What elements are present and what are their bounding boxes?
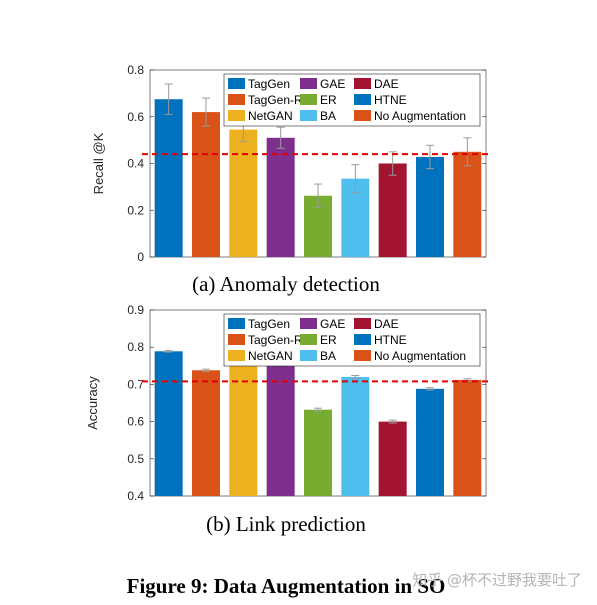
legend-swatch-taggen-r (228, 334, 245, 345)
bar-htne (416, 156, 444, 257)
legend-swatch-dae (354, 318, 371, 329)
legend-swatch-taggen (228, 318, 245, 329)
legend-label-htne: HTNE (374, 93, 407, 107)
legend-swatch-ba (300, 350, 317, 361)
legend-swatch-gae (300, 318, 317, 329)
bar-no-augmentation (453, 379, 482, 496)
bar-gae (266, 362, 295, 496)
y-tick-label: 0.9 (127, 303, 144, 317)
legend-label-gae: GAE (320, 317, 345, 331)
bar-er (304, 409, 332, 496)
legend-label-ba: BA (320, 349, 336, 363)
y-tick-label: 0.8 (127, 340, 144, 354)
bar-dae (378, 163, 407, 257)
y-tick-label: 0.2 (127, 203, 144, 217)
legend-label-gae: GAE (320, 77, 345, 91)
legend-swatch-dae (354, 78, 371, 89)
bar-netgan (229, 129, 258, 257)
legend-swatch-taggen-r (228, 94, 245, 105)
bar-netgan (229, 361, 258, 496)
legend-label-ba: BA (320, 109, 336, 123)
watermark: 知乎 @杯不过野我要吐了 (412, 571, 582, 589)
bar-taggen (154, 351, 183, 496)
bar-htne (416, 388, 444, 496)
legend-swatch-netgan (228, 350, 245, 361)
bar-taggen (154, 99, 183, 257)
bar-ba (341, 376, 370, 496)
legend-label-no-augmentation: No Augmentation (374, 109, 466, 123)
y-tick-label: 0.7 (127, 377, 144, 391)
legend-label-netgan: NetGAN (248, 109, 293, 123)
legend-label-taggen-r: TagGen-R (248, 93, 303, 107)
bar-no-augmentation (453, 151, 482, 257)
y-tick-label: 0.8 (127, 63, 144, 77)
legend-box (223, 313, 481, 367)
bar-dae (378, 421, 407, 496)
subcaption-b: (b) Link prediction (206, 512, 366, 536)
legend-swatch-netgan (228, 110, 245, 121)
bar-taggen-r (192, 370, 220, 496)
legend: TagGen GAE DAE TagGen-R ER HTNE NetGAN BA No Aug… (223, 73, 481, 127)
legend-swatch-no-augmentation (354, 350, 371, 361)
legend: TagGen GAE DAE TagGen-R ER HTNE NetGAN BA No Aug… (223, 313, 481, 367)
legend-label-er: ER (320, 93, 337, 107)
legend-swatch-er (300, 334, 317, 345)
legend-label-htne: HTNE (374, 333, 407, 347)
subcaption-a: (a) Anomaly detection (192, 272, 380, 296)
y-tick-label: 0.5 (127, 452, 144, 466)
legend-label-taggen-r: TagGen-R (248, 333, 303, 347)
legend-label-er: ER (320, 333, 337, 347)
legend-label-no-augmentation: No Augmentation (374, 349, 466, 363)
legend-label-dae: DAE (374, 77, 399, 91)
legend-swatch-er (300, 94, 317, 105)
figure-caption: Figure 9: Data Augmentation in SO (127, 574, 446, 598)
legend-swatch-no-augmentation (354, 110, 371, 121)
legend-label-taggen: TagGen (248, 317, 290, 331)
y-tick-label: 0 (137, 250, 144, 264)
legend-swatch-ba (300, 110, 317, 121)
y-axis-label: Accuracy (85, 376, 100, 430)
legend-label-dae: DAE (374, 317, 399, 331)
bar-gae (266, 137, 295, 257)
bar-taggen-r (192, 112, 220, 257)
y-tick-label: 0.6 (127, 415, 144, 429)
legend-swatch-htne (354, 94, 371, 105)
legend-label-netgan: NetGAN (248, 349, 293, 363)
y-tick-label: 0.4 (127, 157, 144, 171)
y-tick-label: 0.4 (127, 489, 144, 503)
legend-swatch-taggen (228, 78, 245, 89)
legend-label-taggen: TagGen (248, 77, 290, 91)
legend-swatch-gae (300, 78, 317, 89)
legend-swatch-htne (354, 334, 371, 345)
legend-box (223, 73, 481, 127)
y-axis-label: Recall @K (91, 132, 106, 194)
y-tick-label: 0.6 (127, 110, 144, 124)
